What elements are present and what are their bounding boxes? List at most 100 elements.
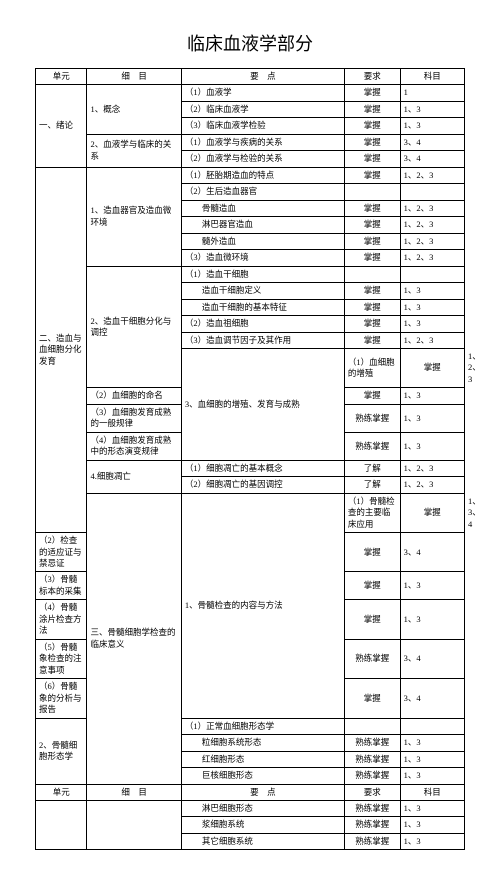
point-cell: （4）血细胞发育成熟中的形态演变规律 xyxy=(87,432,181,460)
subj-cell: 1、2、3 xyxy=(400,332,464,348)
req-cell: 熟练掌握 xyxy=(344,751,400,767)
table-row: 一、绪论 1、概念 （1）血液学 掌握 1 xyxy=(36,85,465,101)
subj-cell: 1、2、3 xyxy=(400,217,464,233)
point-cell: （1）血液学与疾病的关系 xyxy=(181,134,344,150)
hdr-subj: 科目 xyxy=(400,69,464,85)
detail-cell: 1、概念 xyxy=(87,85,181,134)
req-cell: 掌握 xyxy=(344,134,400,150)
page-title: 临床血液学部分 xyxy=(35,30,465,56)
subj-cell: 1、3 xyxy=(400,735,464,751)
req-cell: 掌握 xyxy=(344,118,400,134)
point-cell: 造血干细胞定义 xyxy=(181,283,344,299)
point-cell: 淋巴细胞形态 xyxy=(181,800,344,816)
point-cell: （2）血液学与检验的关系 xyxy=(181,151,344,167)
req-cell: 掌握 xyxy=(400,348,464,387)
point-cell: （5）骨髓象检查的注意事项 xyxy=(36,639,87,678)
subj-cell: 3、4 xyxy=(400,151,464,167)
subj-cell: 1、2、3 xyxy=(400,250,464,266)
point-cell: （2）生后造血器官 xyxy=(181,184,344,200)
req-cell: 掌握 xyxy=(344,388,400,404)
hdr-req: 要求 xyxy=(344,69,400,85)
detail-cell xyxy=(87,800,181,849)
point-cell: （3）临床血液学检验 xyxy=(181,118,344,134)
hdr-detail: 细 目 xyxy=(87,69,181,85)
hdr-point: 要 点 xyxy=(181,69,344,85)
table-row: 三、骨髓细胞学检查的临床意义 1、骨髓检查的内容与方法 （1）骨髓检查的主要临床… xyxy=(36,493,465,532)
table-row: 2、血液学与临床的关系 （1）血液学与疾病的关系 掌握 3、4 xyxy=(36,134,465,150)
hdr-point: 要 点 xyxy=(181,784,344,800)
req-cell: 掌握 xyxy=(344,101,400,117)
point-cell: （3）骨髓标本的采集 xyxy=(36,572,87,600)
point-cell: 髓外造血 xyxy=(181,233,344,249)
subj-cell: 1、2、3 xyxy=(400,233,464,249)
subj-cell: 1 xyxy=(400,85,464,101)
req-cell: 掌握 xyxy=(344,217,400,233)
point-cell: 红细胞形态 xyxy=(181,751,344,767)
subj-cell: 1、3 xyxy=(400,800,464,816)
req-cell: 掌握 xyxy=(344,332,400,348)
point-cell: （2）血细胞的命名 xyxy=(87,388,181,404)
syllabus-table: 单元 细 目 要 点 要求 科目 一、绪论 1、概念 （1）血液学 掌握 1 （… xyxy=(35,68,465,850)
point-cell: （1）骨髓检查的主要临床应用 xyxy=(344,493,400,532)
req-cell: 熟练掌握 xyxy=(344,800,400,816)
req-cell: 掌握 xyxy=(344,316,400,332)
req-cell xyxy=(344,266,400,282)
req-cell: 掌握 xyxy=(344,679,400,718)
req-cell: 掌握 xyxy=(344,572,400,600)
point-cell: （6）骨髓象的分析与报告 xyxy=(36,679,87,718)
req-cell xyxy=(344,718,400,734)
subj-cell: 1、3 xyxy=(400,404,464,432)
unit-cell: 一、绪论 xyxy=(36,85,87,167)
hdr-subj: 科目 xyxy=(400,784,464,800)
unit-cell: 三、骨髓细胞学检查的临床意义 xyxy=(87,493,181,784)
req-cell: 掌握 xyxy=(344,299,400,315)
table-row: 二、造血与血细胞分化发育 1、造血器官及造血微环境 （1）胚胎期造血的特点 掌握… xyxy=(36,167,465,183)
detail-cell: 3、血细胞的增殖、发育与成熟 xyxy=(181,348,344,460)
req-cell: 掌握 xyxy=(344,533,400,572)
req-cell: 掌握 xyxy=(344,283,400,299)
subj-cell: 1、3 xyxy=(400,316,464,332)
point-cell: （1）血细胞的增殖 xyxy=(344,348,400,387)
req-cell: 掌握 xyxy=(344,200,400,216)
table-row: 2、造血干细胞分化与调控 （1）造血干细胞 xyxy=(36,266,465,282)
subj-cell: 1、3 xyxy=(400,600,464,639)
point-cell: （1）胚胎期造血的特点 xyxy=(181,167,344,183)
point-cell: 造血干细胞的基本特征 xyxy=(181,299,344,315)
req-cell: 熟练掌握 xyxy=(344,432,400,460)
detail-cell: 1、造血器官及造血微环境 xyxy=(87,167,181,266)
table-row: 4.细胞凋亡 （1）细胞凋亡的基本概念 了解 1、2、3 xyxy=(36,460,465,476)
subj-cell xyxy=(400,184,464,200)
subj-cell: 1、3 xyxy=(400,101,464,117)
req-cell: 掌握 xyxy=(344,85,400,101)
point-cell: 骨髓造血 xyxy=(181,200,344,216)
subj-cell: 1、3 xyxy=(400,388,464,404)
subj-cell: 3、4 xyxy=(400,639,464,678)
point-cell: （3）造血微环境 xyxy=(181,250,344,266)
point-cell: （1）细胞凋亡的基本概念 xyxy=(181,460,344,476)
subj-cell: 1、2、3 xyxy=(400,167,464,183)
subj-cell: 3、4 xyxy=(400,134,464,150)
req-cell: 掌握 xyxy=(344,151,400,167)
req-cell: 熟练掌握 xyxy=(344,639,400,678)
point-cell: （3）血细胞发育成熟的一般规律 xyxy=(87,404,181,432)
hdr-unit: 单元 xyxy=(36,69,87,85)
subj-cell xyxy=(400,718,464,734)
req-cell: 熟练掌握 xyxy=(344,817,400,833)
detail-cell: 1、骨髓检查的内容与方法 xyxy=(181,493,344,718)
point-cell: （2）临床血液学 xyxy=(181,101,344,117)
subj-cell: 1、2、3 xyxy=(400,200,464,216)
subj-cell: 1、3 xyxy=(400,817,464,833)
point-cell: （3）造血调节因子及其作用 xyxy=(181,332,344,348)
point-cell: （1）造血干细胞 xyxy=(181,266,344,282)
hdr-unit: 单元 xyxy=(36,784,87,800)
unit-cell: 二、造血与血细胞分化发育 xyxy=(36,167,87,532)
subj-cell: 1、3 xyxy=(400,299,464,315)
point-cell: （2）造血祖细胞 xyxy=(181,316,344,332)
req-cell: 掌握 xyxy=(400,493,464,532)
subj-cell: 1、2、3 xyxy=(400,460,464,476)
req-cell: 了解 xyxy=(344,460,400,476)
subj-cell: 1、3 xyxy=(400,833,464,849)
req-cell: 熟练掌握 xyxy=(344,735,400,751)
header-row: 单元 细 目 要 点 要求 科目 xyxy=(36,69,465,85)
subj-cell: 3、4 xyxy=(400,679,464,718)
